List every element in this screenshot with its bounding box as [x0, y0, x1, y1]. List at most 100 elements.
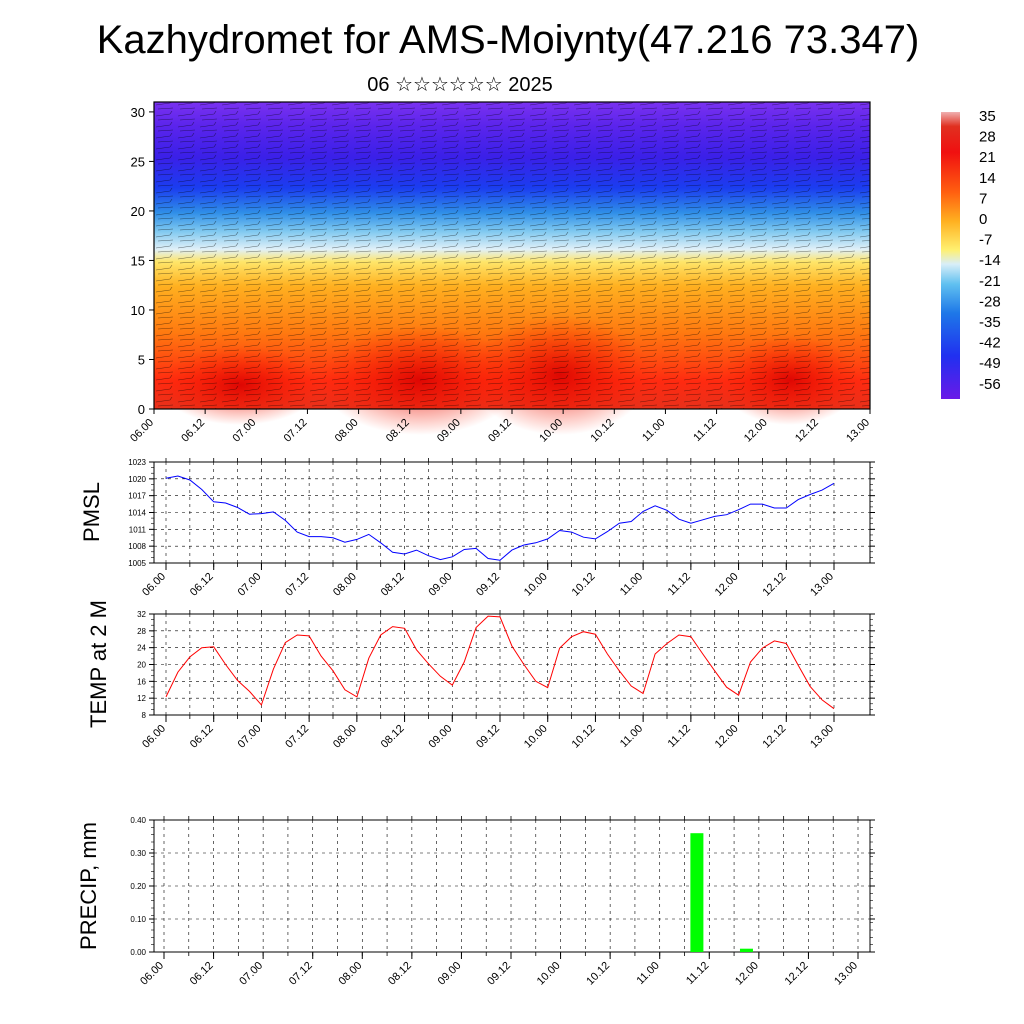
temp-series-line: [165, 615, 835, 710]
x-tick-label: 11.12: [684, 960, 711, 987]
x-tick-label: 13.00: [808, 723, 836, 751]
x-tick-label: 08.00: [331, 571, 359, 599]
pmsl-series-line: [165, 475, 835, 561]
colorbar-label: -7: [979, 232, 992, 249]
x-tick-label: 09.00: [426, 571, 454, 599]
x-tick-label: 06.12: [188, 960, 216, 988]
y-tick-label: 16: [137, 677, 146, 686]
x-tick-label: 06.12: [188, 571, 216, 599]
x-tick-label: 11.00: [618, 723, 645, 750]
x-tick-label: 07.12: [283, 571, 311, 599]
y-tick-label: 1008: [128, 542, 146, 551]
pmsl-axis-label: PMSL: [79, 482, 104, 542]
x-tick-label: 08.00: [331, 723, 359, 751]
wind-barbs: [154, 102, 870, 409]
x-tick-label: 09.12: [485, 960, 513, 988]
y-tick-label: 0.30: [130, 849, 146, 858]
colorbar-label: 28: [979, 129, 996, 146]
colorbar-label: -35: [979, 314, 1001, 331]
y-tick-label: 1023: [128, 458, 146, 467]
cs-y-tick-label: 0: [138, 402, 145, 417]
x-tick-label: 11.12: [666, 723, 693, 750]
x-tick-label: 08.12: [379, 571, 407, 599]
colorbar-label: -28: [979, 293, 1001, 310]
colorbar-label: 7: [979, 190, 987, 207]
cs-x-tick-label: 06.00: [128, 417, 156, 445]
y-tick-label: 8: [142, 711, 147, 720]
cs-y-tick-label: 10: [131, 303, 145, 318]
colorbar: 35 28 21 14 7 0 -7 -14 -21 -28 -35 -42 -49 -56: [941, 108, 1001, 399]
cs-x-tick-label: 11.00: [640, 417, 667, 444]
x-tick-label: 07.12: [283, 723, 311, 751]
y-tick-label: 0.10: [130, 915, 146, 924]
x-tick-label: 10.00: [535, 960, 563, 988]
colorbar-label: 14: [979, 170, 996, 187]
x-tick-label: 07.00: [236, 723, 264, 751]
precip-x-axis: 06.00 06.12 07.00 07.12 08.00 08.12 09.00 09.12…: [138, 816, 860, 988]
cross-section-y-axis: 0 5 10 15 20 25 30: [131, 105, 154, 417]
y-tick-label: 0.20: [130, 882, 146, 891]
x-tick-label: 10.00: [522, 571, 550, 599]
pmsl-grid: [154, 462, 870, 563]
x-tick-label: 10.12: [570, 571, 598, 599]
x-tick-label: 07.00: [236, 571, 264, 599]
cs-x-tick-label: 07.12: [282, 417, 310, 445]
pmsl-panel: 1005 1008 1011 1014 1017 1020 1023 06.00 06.12 0…: [79, 458, 875, 599]
x-tick-label: 10.00: [522, 723, 550, 751]
pmsl-y-axis: 1005 1008 1011 1014 1017 1020 1023: [128, 458, 875, 568]
y-tick-label: 20: [137, 661, 146, 670]
colorbar-label: -56: [979, 376, 1001, 393]
precip-bars: [690, 833, 753, 952]
x-tick-label: 11.12: [666, 571, 693, 598]
precip-bar: [739, 948, 753, 952]
colorbar-label: 0: [979, 211, 987, 228]
x-tick-label: 06.00: [140, 571, 168, 599]
cs-y-tick-label: 25: [131, 154, 145, 169]
cs-y-tick-label: 15: [131, 253, 145, 268]
x-tick-label: 12.12: [783, 960, 811, 988]
precip-axis-label: PRECIP, mm: [76, 822, 101, 950]
y-tick-label: 1011: [129, 525, 147, 534]
x-tick-label: 11.00: [634, 960, 661, 987]
cs-x-tick-label: 06.12: [179, 417, 207, 445]
x-tick-label: 13.00: [808, 571, 836, 599]
precip-y-axis: 0.00 0.10 0.20 0.30 0.40: [130, 816, 875, 957]
y-tick-label: 1020: [128, 475, 146, 484]
y-tick-label: 0.40: [130, 816, 146, 825]
temp-grid: [154, 614, 870, 715]
x-tick-label: 08.12: [386, 960, 414, 988]
precip-grid: [154, 820, 870, 952]
x-tick-label: 09.12: [474, 723, 502, 751]
cs-y-tick-label: 5: [138, 352, 145, 367]
chart-subtitle: 06 ☆☆☆☆☆☆ 2025: [367, 74, 552, 96]
colorbar-label: -42: [979, 335, 1001, 352]
precip-panel: 0.00 0.10 0.20 0.30 0.40 06.00 06.12 07.00 07.1…: [76, 816, 875, 988]
y-tick-label: 1005: [128, 559, 146, 568]
y-tick-label: 1017: [128, 492, 146, 501]
colorbar-label: -14: [979, 252, 1001, 269]
x-tick-label: 13.00: [832, 960, 860, 988]
temp-x-axis: 06.00 06.12 07.00 07.12 08.00 08.12 09.00 09.12…: [140, 610, 836, 751]
x-tick-label: 09.00: [426, 723, 454, 751]
x-tick-label: 12.00: [733, 960, 761, 988]
y-tick-label: 28: [137, 627, 146, 636]
x-tick-label: 08.12: [379, 723, 407, 751]
x-tick-label: 12.12: [760, 723, 788, 751]
y-tick-label: 24: [137, 644, 146, 653]
x-tick-label: 12.00: [713, 723, 741, 751]
x-tick-label: 06.00: [140, 723, 168, 751]
colorbar-label: -21: [979, 273, 1001, 290]
x-tick-label: 12.00: [713, 571, 741, 599]
cs-x-tick-label: 13.00: [844, 417, 872, 445]
y-tick-label: 1014: [128, 509, 146, 518]
x-tick-label: 10.12: [570, 723, 598, 751]
y-tick-label: 12: [137, 694, 146, 703]
x-tick-label: 10.12: [584, 960, 612, 988]
x-tick-label: 06.00: [138, 960, 166, 988]
colorbar-labels: 35 28 21 14 7 0 -7 -14 -21 -28 -35 -42 -49 -56: [979, 108, 1001, 393]
chart-title: Kazhydromet for AMS-Moiynty(47.216 73.34…: [97, 18, 920, 62]
pmsl-x-axis: 06.00 06.12 07.00 07.12 08.00 08.12 09.00 09.12…: [140, 458, 836, 599]
